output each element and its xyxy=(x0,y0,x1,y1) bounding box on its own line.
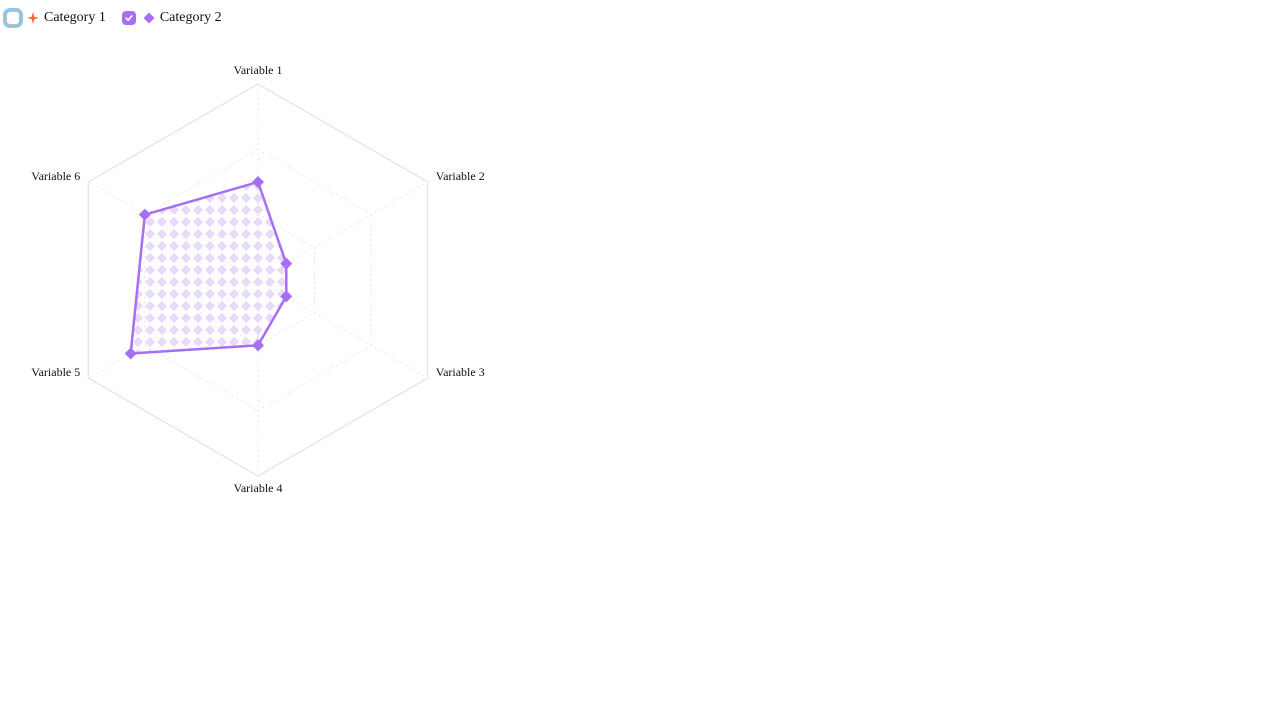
data-point-2-5 xyxy=(124,347,137,360)
legend-label-category-1: Category 1 xyxy=(44,10,106,25)
check-icon xyxy=(125,15,133,21)
data-point-2-4 xyxy=(252,339,264,352)
data-point-2-2 xyxy=(280,257,293,270)
axis-labels: Variable 1 Variable 2 Variable 3 Variable 4… xyxy=(31,63,484,495)
radar-series-layer xyxy=(124,176,293,360)
series-area-2 xyxy=(130,182,287,354)
radar-ring xyxy=(144,148,372,412)
data-point-2-3 xyxy=(280,290,293,303)
radar-outer-ring xyxy=(87,83,429,477)
axis-label-2: Variable 2 xyxy=(436,169,485,183)
axis-label-4: Variable 4 xyxy=(234,481,283,495)
axis-label-3: Variable 3 xyxy=(436,365,485,379)
axis-label-1: Variable 1 xyxy=(234,63,283,77)
diamond-icon xyxy=(142,11,156,25)
data-point-2-6 xyxy=(138,208,151,221)
legend-label-category-2: Category 2 xyxy=(159,10,222,25)
axis-label-6: Variable 6 xyxy=(31,169,80,183)
legend-item-category-2[interactable]: Category 2 xyxy=(121,10,222,26)
category-1-checkbox[interactable] xyxy=(6,11,20,25)
data-point-2-1 xyxy=(252,176,264,188)
axis-label-5: Variable 5 xyxy=(31,365,80,379)
sparkle-icon xyxy=(26,11,40,25)
legend-item-category-1[interactable]: Category 1 xyxy=(6,10,106,26)
category-2-checkbox[interactable] xyxy=(121,11,136,25)
chart-legend: Category 1 Category 2 xyxy=(6,7,238,29)
